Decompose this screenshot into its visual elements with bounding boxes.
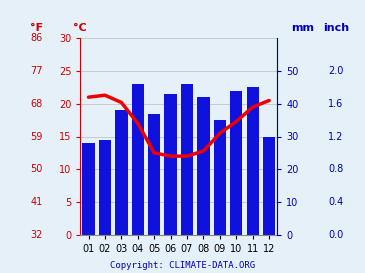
Bar — [115, 110, 127, 235]
Text: 0.0: 0.0 — [328, 230, 343, 240]
Text: 50: 50 — [30, 164, 43, 174]
Text: °F: °F — [30, 23, 43, 33]
Bar — [99, 140, 111, 235]
Text: 59: 59 — [30, 132, 43, 141]
Text: Copyright: CLIMATE-DATA.ORG: Copyright: CLIMATE-DATA.ORG — [110, 261, 255, 270]
Text: 0.8: 0.8 — [328, 164, 343, 174]
Bar — [148, 114, 160, 235]
Bar — [132, 84, 144, 235]
Text: 32: 32 — [30, 230, 43, 240]
Text: 86: 86 — [30, 33, 43, 43]
Text: 0.4: 0.4 — [328, 197, 343, 207]
Bar — [230, 91, 242, 235]
Bar — [214, 120, 226, 235]
Text: 68: 68 — [30, 99, 43, 109]
Text: 77: 77 — [30, 66, 43, 76]
Bar — [181, 84, 193, 235]
Text: 1.2: 1.2 — [328, 132, 343, 141]
Text: mm: mm — [291, 23, 315, 33]
Bar — [197, 97, 210, 235]
Bar — [263, 136, 275, 235]
Bar — [247, 87, 259, 235]
Text: 2.0: 2.0 — [328, 66, 343, 76]
Text: 41: 41 — [30, 197, 43, 207]
Bar — [165, 94, 177, 235]
Bar — [82, 143, 95, 235]
Text: inch: inch — [323, 23, 349, 33]
Text: 1.6: 1.6 — [328, 99, 343, 109]
Text: °C: °C — [73, 23, 87, 33]
